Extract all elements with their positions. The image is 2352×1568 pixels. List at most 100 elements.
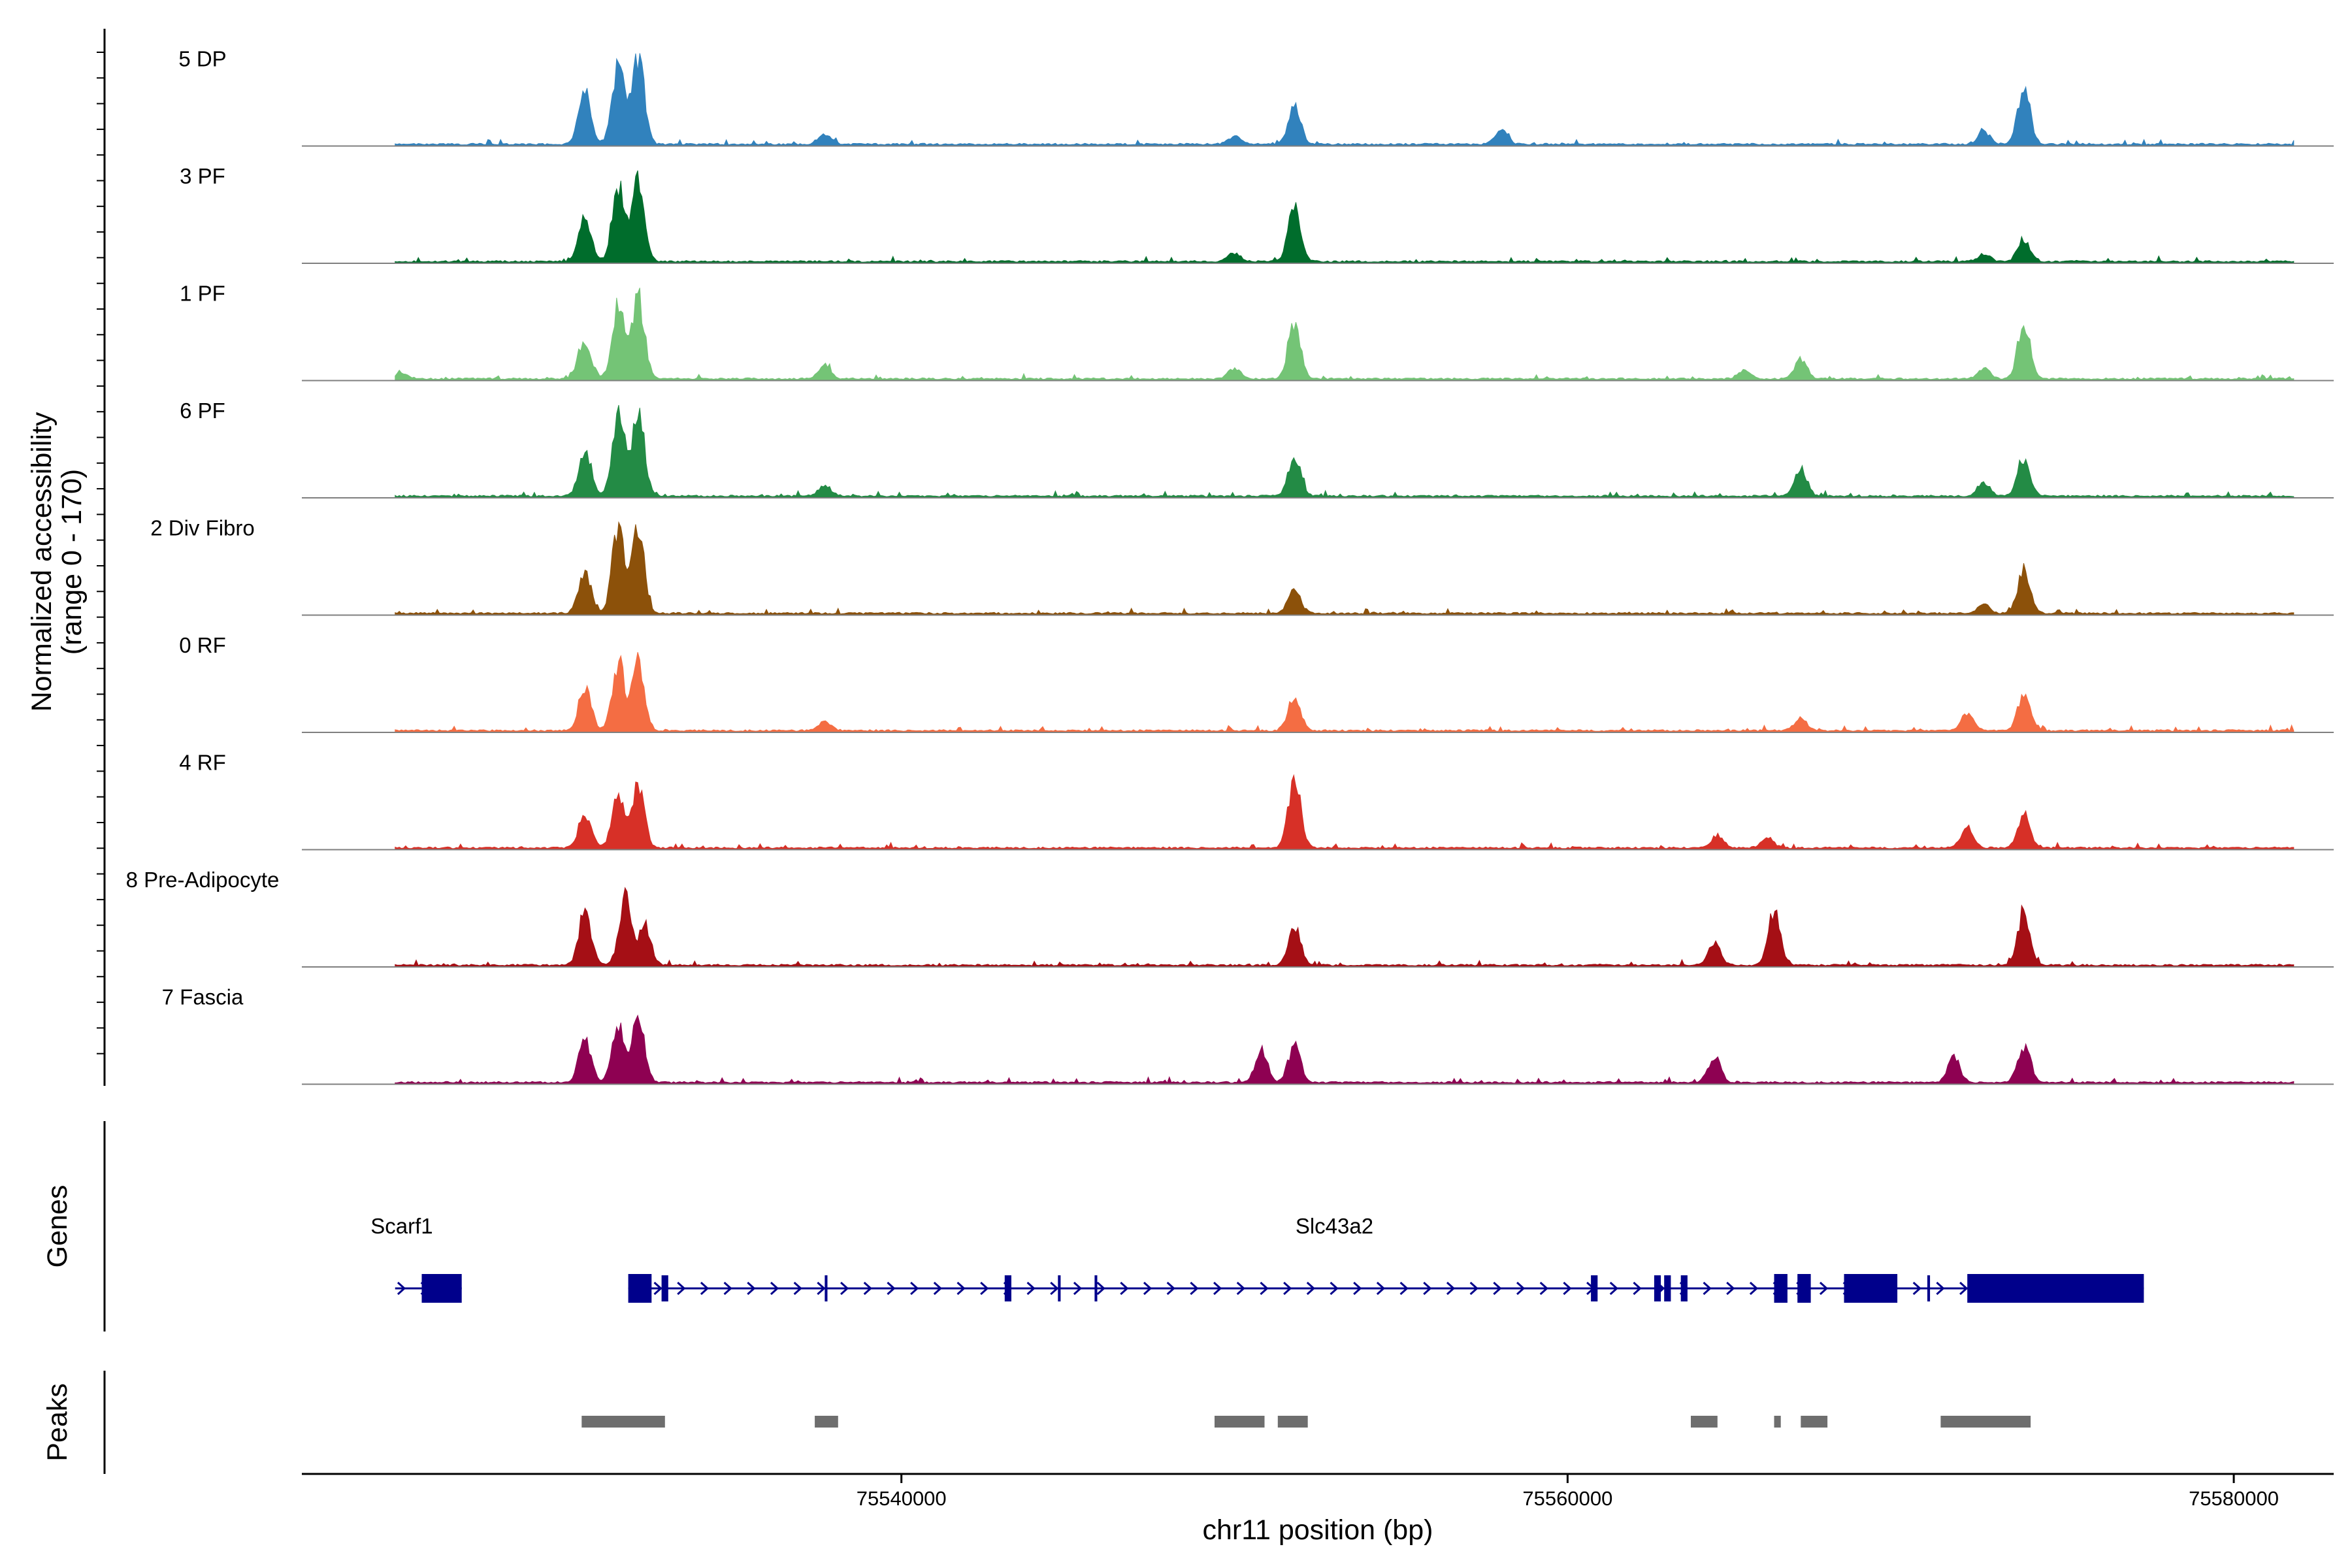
strand-arrow <box>1120 1281 1129 1296</box>
strand-arrow <box>956 1281 966 1296</box>
strand-arrow <box>1493 1281 1502 1296</box>
exon <box>1797 1274 1811 1303</box>
exon <box>421 1274 462 1303</box>
track-label: 4 RF <box>179 751 226 775</box>
track-0-rf: 0 RF <box>179 633 2334 733</box>
exon <box>1927 1275 1931 1301</box>
strand-arrow <box>910 1281 919 1296</box>
peak-region <box>815 1416 838 1428</box>
strand-arrow <box>887 1281 896 1296</box>
coverage-area <box>395 404 2295 498</box>
exon <box>1844 1274 1898 1303</box>
strand-arrow <box>677 1281 686 1296</box>
gene-name: Slc43a2 <box>1296 1214 1373 1238</box>
gene-slc43a2: Slc43a2 <box>628 1214 2144 1303</box>
track-6-pf: 6 PF <box>180 399 2334 498</box>
gene-scarf1: Scarf1 <box>370 1214 462 1303</box>
strand-arrow <box>1213 1281 1222 1296</box>
strand-arrow <box>1423 1281 1432 1296</box>
strand-arrow <box>1959 1281 1968 1296</box>
exon <box>1680 1275 1688 1301</box>
strand-arrow <box>1306 1281 1316 1296</box>
exon <box>628 1274 652 1303</box>
peak-region <box>581 1416 665 1428</box>
x-tick-label: 75560000 <box>1522 1487 1612 1510</box>
coverage-area <box>395 287 2295 381</box>
track-label: 1 PF <box>180 282 225 306</box>
strand-arrow <box>1563 1281 1572 1296</box>
strand-arrow <box>980 1281 989 1296</box>
exon <box>661 1275 668 1301</box>
x-tick-label: 75580000 <box>2189 1487 2279 1510</box>
track-label: 8 Pre-Adipocyte <box>126 868 280 892</box>
strand-arrow <box>817 1281 826 1296</box>
exon <box>1774 1274 1788 1303</box>
strand-arrow <box>1446 1281 1456 1296</box>
strand-arrow <box>1516 1281 1526 1296</box>
y-axis-title-line2: (range 0 - 170) <box>56 469 88 655</box>
track-label: 3 PF <box>180 164 225 188</box>
peak-region <box>1277 1416 1308 1428</box>
coverage-tracks: 5 DP 3 PF 1 PF 6 PF 2 Div Fibro 0 RF 4 RF 8 Pre… <box>126 47 2334 1085</box>
track-label: 0 RF <box>179 633 226 657</box>
strand-arrow <box>1726 1281 1735 1296</box>
x-tick-label: 75540000 <box>857 1487 947 1510</box>
strand-arrow <box>1283 1281 1292 1296</box>
peak-region <box>1940 1416 2031 1428</box>
strand-arrow <box>653 1281 662 1296</box>
track-label: 5 DP <box>178 47 226 71</box>
strand-arrow <box>1166 1281 1175 1296</box>
strand-arrow <box>397 1281 406 1296</box>
strand-arrow <box>1143 1281 1152 1296</box>
strand-arrow <box>1539 1281 1548 1296</box>
strand-arrow <box>1399 1281 1409 1296</box>
x-axis-title: chr11 position (bp) <box>1203 1514 1433 1546</box>
strand-arrow <box>723 1281 732 1296</box>
coverage-area <box>395 170 2295 264</box>
strand-arrow <box>793 1281 802 1296</box>
gene-models: Scarf1 Slc43a2 <box>370 1214 2144 1303</box>
genes-panel-label: Genes <box>42 1185 73 1268</box>
track-label: 2 Div Fibro <box>150 516 255 540</box>
strand-arrow <box>1376 1281 1386 1296</box>
exon <box>1967 1274 2144 1303</box>
peaks-panel-label: Peaks <box>42 1383 73 1462</box>
strand-arrow <box>1819 1281 1829 1296</box>
strand-arrow <box>1260 1281 1269 1296</box>
peak-region <box>1691 1416 1718 1428</box>
strand-arrow <box>840 1281 849 1296</box>
strand-arrow <box>1609 1281 1618 1296</box>
strand-arrow <box>1353 1281 1362 1296</box>
exon <box>1591 1275 1598 1301</box>
coverage-area <box>395 652 2295 733</box>
coverage-area <box>395 1014 2295 1085</box>
exon <box>825 1275 828 1301</box>
gene-name: Scarf1 <box>370 1214 433 1238</box>
track-8-pre-adipocyte: 8 Pre-Adipocyte <box>126 868 2334 968</box>
exon <box>1654 1275 1661 1301</box>
strand-arrow <box>1096 1281 1105 1296</box>
strand-arrow <box>747 1281 756 1296</box>
exon <box>1058 1275 1061 1301</box>
peak-region <box>1215 1416 1265 1428</box>
peak-region <box>1774 1416 1781 1428</box>
strand-arrow <box>700 1281 710 1296</box>
strand-arrow <box>1703 1281 1712 1296</box>
coverage-area <box>395 887 2295 968</box>
strand-arrow <box>1190 1281 1199 1296</box>
exon <box>1004 1275 1011 1301</box>
coverage-area <box>395 774 2295 850</box>
track-1-pf: 1 PF <box>180 282 2334 382</box>
track-4-rf: 4 RF <box>179 751 2334 851</box>
peak-region <box>1801 1416 1828 1428</box>
strand-arrow <box>1330 1281 1339 1296</box>
strand-arrow <box>1050 1281 1059 1296</box>
x-axis-ticks: 75540000 75560000 75580000 <box>857 1474 2279 1510</box>
strand-arrow <box>1026 1281 1036 1296</box>
track-5-dp: 5 DP <box>178 47 2334 147</box>
strand-arrow <box>1633 1281 1642 1296</box>
strand-arrow <box>1236 1281 1245 1296</box>
strand-arrow <box>1469 1281 1478 1296</box>
strand-arrow <box>770 1281 779 1296</box>
